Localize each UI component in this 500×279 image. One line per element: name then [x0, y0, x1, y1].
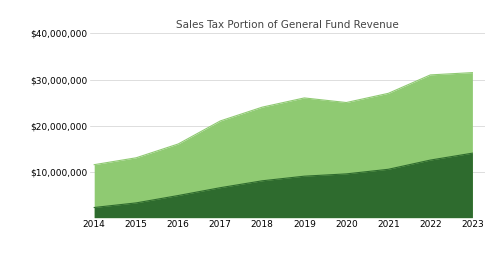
Title: Sales Tax Portion of General Fund Revenue: Sales Tax Portion of General Fund Revenu…	[176, 20, 399, 30]
